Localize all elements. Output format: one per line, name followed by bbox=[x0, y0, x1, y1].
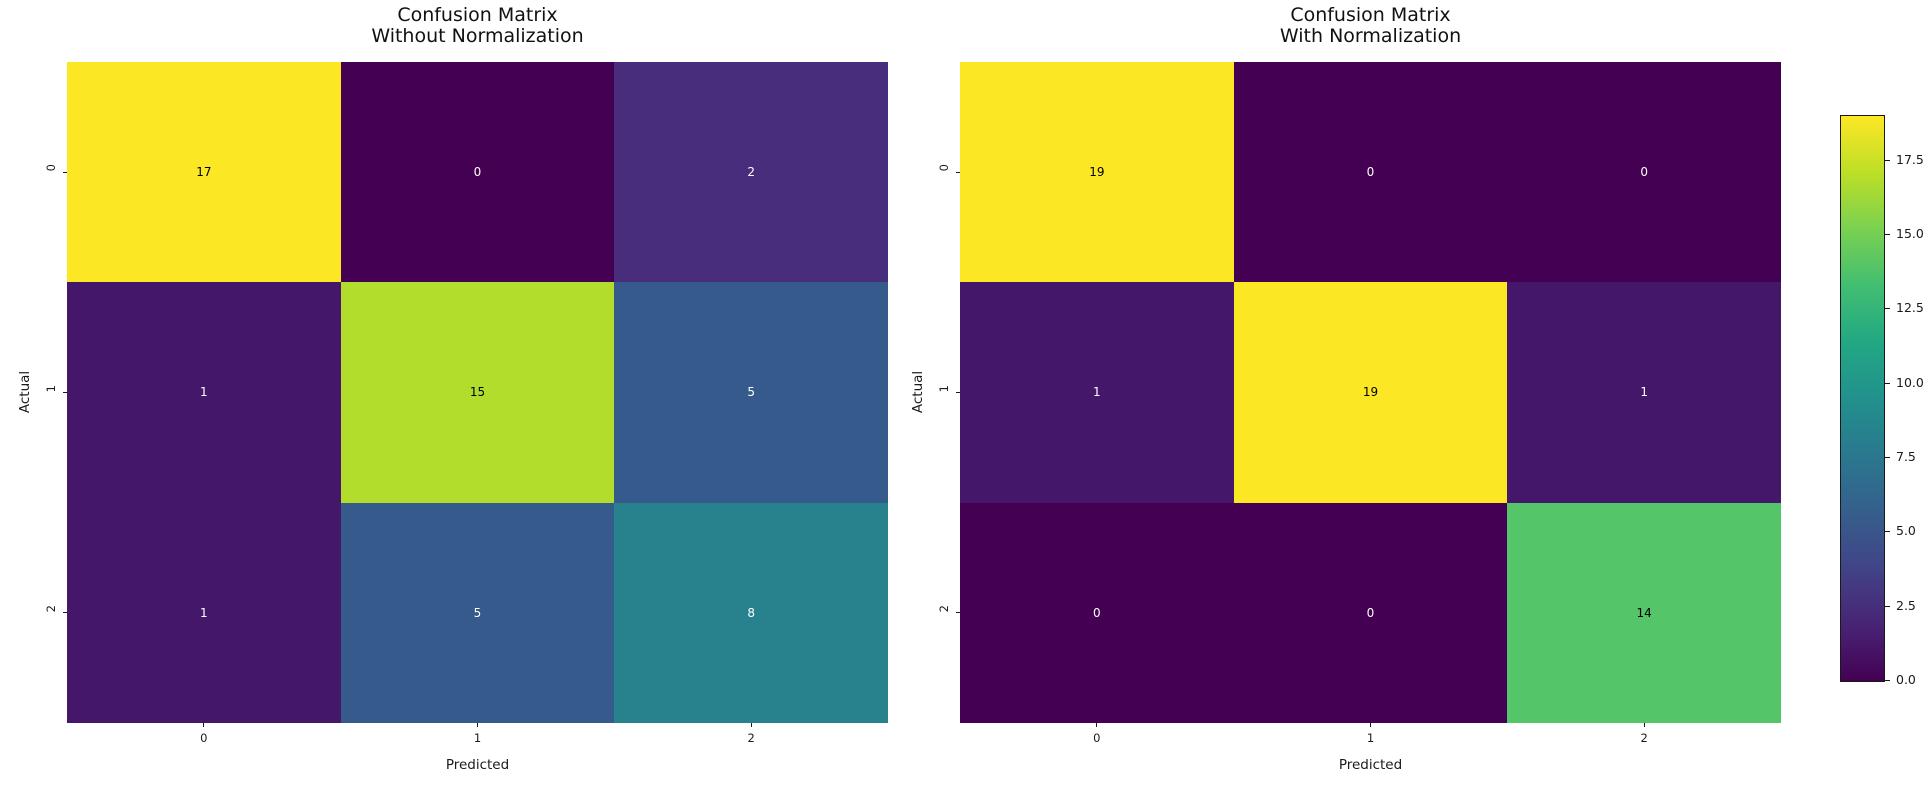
colorbar-tick-mark bbox=[1884, 531, 1890, 533]
chart-title: Confusion Matrix Without Normalization bbox=[371, 4, 584, 47]
colorbar-gradient bbox=[1840, 115, 1885, 682]
colorbar-tick-label: 2.5 bbox=[1896, 597, 1916, 613]
cell-value: 1 bbox=[200, 385, 208, 400]
heatmap-cell: 17 bbox=[67, 62, 341, 283]
colorbar-tick-label: 0.0 bbox=[1896, 672, 1916, 687]
colorbar-tick-mark bbox=[1884, 605, 1890, 607]
colorbar-tick-label: 15.0 bbox=[1896, 225, 1924, 241]
cell-value: 8 bbox=[747, 605, 755, 620]
heatmap-axes: 19 0 0 1 19 1 0 0 14 bbox=[960, 62, 1781, 723]
colorbar-tick-mark bbox=[1884, 456, 1890, 458]
x-tick-mark bbox=[477, 723, 478, 727]
colorbar-tick-mark bbox=[1884, 308, 1890, 310]
cell-value: 5 bbox=[747, 385, 755, 400]
heatmap-axes: 17 0 2 1 15 5 1 5 8 bbox=[67, 62, 888, 723]
heatmap-cell: 1 bbox=[1507, 282, 1781, 503]
x-axis-label: Predicted bbox=[1338, 757, 1403, 773]
x-tick-mark bbox=[203, 723, 205, 727]
y-tick-label: 0 bbox=[44, 164, 58, 172]
x-tick-label: 2 bbox=[747, 731, 755, 745]
heatmap-cell: 0 bbox=[1507, 62, 1781, 283]
cell-value: 0 bbox=[1366, 605, 1375, 620]
heatmap-cell: 1 bbox=[67, 282, 341, 503]
y-tick-label: 1 bbox=[44, 384, 58, 392]
colorbar-tick-label: 7.5 bbox=[1896, 448, 1916, 464]
x-tick-label: 2 bbox=[1640, 731, 1648, 745]
colorbar-tick-label: 12.5 bbox=[1896, 300, 1924, 316]
cell-value: 5 bbox=[473, 605, 482, 620]
x-tick-label: 0 bbox=[1093, 731, 1101, 745]
cell-value: 1 bbox=[200, 605, 208, 620]
x-tick-label: 0 bbox=[200, 731, 208, 745]
chart-title: Confusion Matrix With Normalization bbox=[1279, 4, 1462, 47]
heatmap-cells: 19 0 0 1 19 1 0 0 14 bbox=[960, 62, 1781, 723]
colorbar-tick-label: 5.0 bbox=[1896, 523, 1916, 539]
colorbar-tick-mark bbox=[1884, 233, 1890, 235]
x-tick-mark bbox=[1643, 723, 1645, 727]
heatmap-cell: 15 bbox=[340, 282, 615, 503]
y-axis-label: Actual bbox=[17, 370, 33, 414]
heatmap-cells: 17 0 2 1 15 5 1 5 8 bbox=[67, 62, 888, 723]
y-tick-mark bbox=[956, 612, 960, 614]
y-tick-mark bbox=[63, 392, 67, 393]
x-tick-label: 1 bbox=[473, 731, 482, 745]
x-tick-label: 1 bbox=[1366, 731, 1375, 745]
cell-value: 17 bbox=[196, 165, 212, 180]
cell-value: 19 bbox=[1362, 385, 1379, 400]
heatmap-cell: 14 bbox=[1507, 502, 1781, 723]
colorbar-tick-label: 17.5 bbox=[1896, 151, 1924, 167]
cell-value: 1 bbox=[1640, 385, 1648, 400]
cell-value: 0 bbox=[1640, 165, 1648, 180]
y-tick-mark bbox=[63, 612, 67, 614]
plot-with-normalization: Confusion Matrix With Normalization 19 0 0… bbox=[910, 0, 1781, 790]
y-tick-mark bbox=[956, 171, 960, 173]
cell-value: 19 bbox=[1089, 165, 1105, 180]
heatmap-cell: 0 bbox=[1233, 502, 1508, 723]
colorbar-tick-label: 10.0 bbox=[1896, 374, 1924, 390]
y-tick-label: 2 bbox=[44, 604, 58, 613]
cell-value: 1 bbox=[1093, 385, 1101, 400]
cell-value: 0 bbox=[473, 165, 482, 180]
plot-without-normalization: Confusion Matrix Without Normalization 1… bbox=[17, 0, 888, 790]
y-tick-label: 0 bbox=[937, 164, 951, 172]
cell-value: 0 bbox=[1366, 165, 1375, 180]
heatmap-cell: 1 bbox=[960, 282, 1234, 503]
y-tick-mark bbox=[63, 171, 67, 173]
heatmap-cell: 19 bbox=[960, 62, 1234, 283]
heatmap-cell: 8 bbox=[614, 502, 888, 723]
colorbar-tick-mark bbox=[1884, 159, 1890, 161]
cell-value: 14 bbox=[1636, 605, 1652, 620]
heatmap-cell: 0 bbox=[1233, 62, 1508, 283]
y-tick-label: 1 bbox=[937, 384, 951, 392]
cell-value: 15 bbox=[469, 385, 486, 400]
colorbar-tick-mark bbox=[1884, 680, 1890, 681]
y-axis-label: Actual bbox=[910, 370, 926, 414]
x-tick-mark bbox=[750, 723, 752, 727]
y-tick-label: 2 bbox=[937, 604, 951, 613]
heatmap-cell: 2 bbox=[614, 62, 888, 283]
cell-value: 0 bbox=[1093, 605, 1101, 620]
x-tick-mark bbox=[1096, 723, 1098, 727]
heatmap-cell: 19 bbox=[1233, 282, 1508, 503]
heatmap-cell: 1 bbox=[67, 502, 341, 723]
colorbar-tick-mark bbox=[1884, 382, 1890, 384]
x-axis-label: Predicted bbox=[445, 757, 510, 773]
heatmap-cell: 0 bbox=[340, 62, 615, 283]
heatmap-cell: 5 bbox=[614, 282, 888, 503]
heatmap-cell: 0 bbox=[960, 502, 1234, 723]
heatmap-cell: 5 bbox=[340, 502, 615, 723]
cell-value: 2 bbox=[747, 165, 755, 180]
x-tick-mark bbox=[1370, 723, 1371, 727]
y-tick-mark bbox=[956, 392, 960, 393]
